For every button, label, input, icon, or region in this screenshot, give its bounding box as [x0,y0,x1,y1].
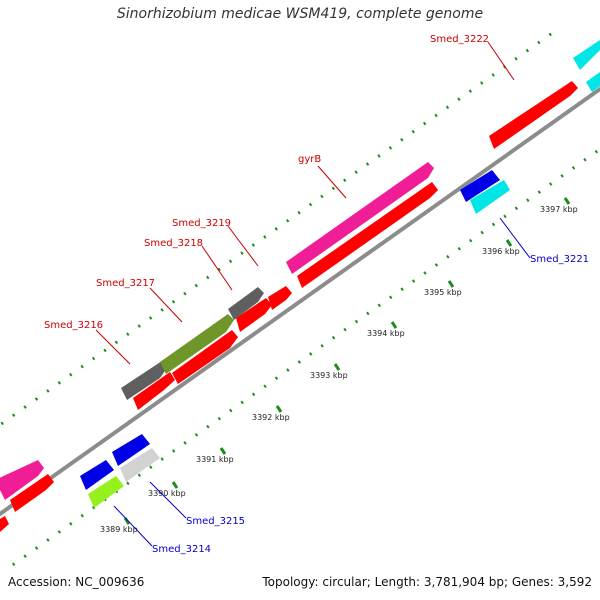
gene-callouts [95,41,531,547]
feature-arrow[interactable] [268,286,292,310]
gene-label[interactable]: Smed_3218 [144,238,203,249]
feature-arrow[interactable] [121,361,167,400]
tick-label: 3397 kbp [540,205,578,214]
tick-mark [563,197,571,205]
feature-arrow[interactable] [460,170,500,202]
callout-line [113,505,153,547]
outer-dotted-guide [0,30,560,427]
callout-line [487,41,515,81]
feature-arrow[interactable] [88,476,124,508]
feature-arrow[interactable] [0,460,44,500]
feature-arrow[interactable] [236,298,272,332]
gene-label[interactable]: Smed_3214 [152,544,211,555]
feature-arrow[interactable] [120,448,160,482]
feature-arrow[interactable] [470,180,510,214]
tick-mark [275,405,283,413]
tick-mark [447,280,455,288]
feature-arrow[interactable] [172,330,238,384]
feature-arrow[interactable] [133,372,175,410]
callout-line [149,481,187,519]
callout-line [95,329,131,365]
gene-labels: Smed_3222 gyrB Smed_3219 Smed_3218 Smed_3217… [44,34,589,555]
callout-line [201,245,233,291]
forward-outer-track [0,40,600,500]
feature-arrow[interactable] [112,434,150,466]
tick-mark [171,481,179,489]
gene-label[interactable]: gyrB [298,154,321,165]
tick-mark [505,239,513,247]
tick-label: 3392 kbp [252,413,290,422]
tick-label: 3389 kbp [100,525,138,534]
callout-line [317,165,347,199]
position-ticks: 3389 kbp 3390 kbp 3391 kbp 3392 kbp 3393 kbp… [100,197,578,534]
feature-arrow[interactable] [10,474,54,512]
tick-label: 3391 kbp [196,455,234,464]
gene-label[interactable]: Smed_3221 [530,254,589,265]
gene-label[interactable]: Smed_3222 [430,34,489,45]
feature-arrow[interactable] [573,40,600,70]
gene-label[interactable]: Smed_3216 [44,320,103,331]
genome-backbone [0,86,600,517]
tick-label: 3395 kbp [424,288,462,297]
tick-label: 3393 kbp [310,371,348,380]
feature-arrow[interactable] [160,314,234,374]
forward-cds-track [0,81,578,532]
gene-label[interactable]: Smed_3217 [96,278,155,289]
tick-mark [390,321,398,329]
tick-label: 3394 kbp [367,329,405,338]
feature-arrow[interactable] [286,162,434,274]
tick-label: 3390 kbp [148,489,186,498]
genome-summary: Topology: circular; Length: 3,781,904 bp… [262,575,592,589]
callout-line [149,287,183,323]
tick-label: 3396 kbp [482,247,520,256]
feature-arrow[interactable] [297,182,438,288]
map-title: Sinorhizobium medicae WSM419, complete g… [116,6,484,22]
inner-dotted-guide [2,147,600,570]
accession-label: Accession: NC_009636 [8,575,145,589]
feature-arrow[interactable] [228,287,264,320]
tick-mark [219,447,227,455]
feature-arrow[interactable] [489,81,578,149]
callout-line [227,225,259,267]
tick-mark [333,363,341,371]
callout-line [499,217,531,259]
gene-label[interactable]: Smed_3215 [186,516,245,527]
feature-arrow[interactable] [586,72,600,92]
gene-label[interactable]: Smed_3219 [172,218,231,229]
feature-arrow[interactable] [80,460,114,490]
feature-arrow[interactable] [0,516,9,532]
reverse-track [80,72,600,508]
